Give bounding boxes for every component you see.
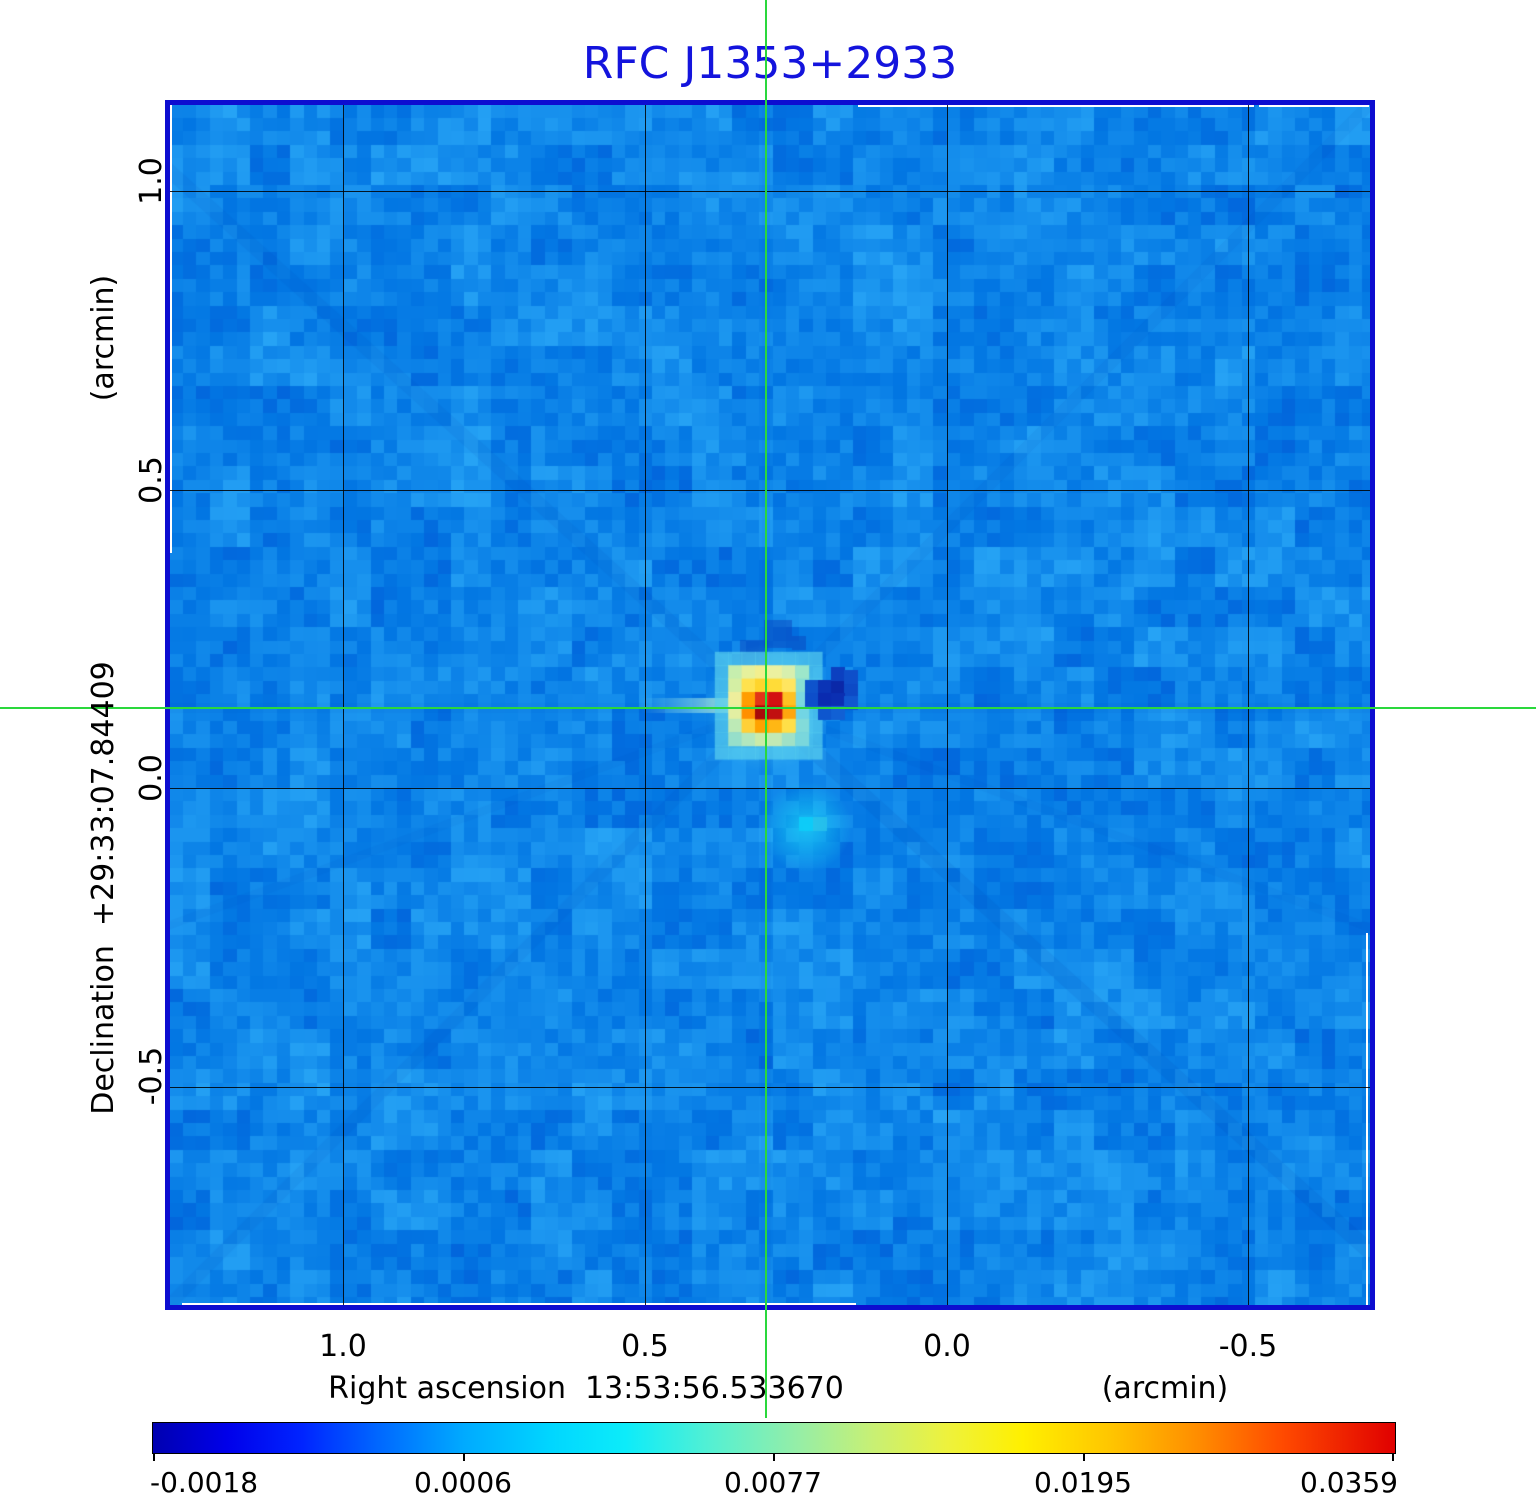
x-tick-label-1.0: 1.0	[319, 1329, 367, 1364]
y-axis-label: Declination +29:33:07.84409	[85, 661, 121, 1115]
y-tick-label-0.0: 0.0	[133, 754, 169, 802]
map-edge-artifact-left	[170, 105, 172, 553]
grid-line-ra-0.0	[947, 105, 948, 1305]
grid-line-ra--0.5	[1248, 105, 1249, 1305]
grid-line-ra-1.0	[343, 105, 344, 1305]
y-tick-label-0.5: 0.5	[133, 456, 169, 504]
x-tick-label--0.5: -0.5	[1218, 1329, 1278, 1364]
colorbar-label-4: 0.0195	[1034, 1466, 1132, 1499]
colorbar-label-3: 0.0077	[724, 1466, 822, 1499]
grid-line-dec-0.0	[170, 788, 1370, 789]
map-edge-artifact-top	[858, 105, 1254, 107]
x-axis-unit-label: (arcmin)	[1101, 1371, 1229, 1406]
y-tick-label-1.0: 1.0	[133, 157, 169, 205]
grid-line-dec-1.0	[170, 191, 1370, 192]
colorbar-tick-2	[463, 1453, 465, 1461]
colorbar-label-2: 0.0006	[414, 1466, 512, 1499]
map-edge-artifact-right	[1366, 933, 1368, 1305]
colorbar-tick-3	[773, 1453, 775, 1461]
colorbar-tick-5	[1392, 1453, 1394, 1461]
plot-title: RFC J1353+2933	[582, 38, 958, 89]
crosshair-horizontal-line	[0, 707, 1536, 709]
y-axis-unit-label: (arcmin)	[85, 274, 121, 402]
colorbar-gradient	[152, 1422, 1396, 1454]
x-tick-label-0.0: 0.0	[923, 1329, 971, 1364]
grid-line-dec--0.5	[170, 1087, 1370, 1088]
grid-line-dec-0.5	[170, 490, 1370, 491]
x-axis-label: Right ascension 13:53:56.533670	[328, 1371, 844, 1406]
colorbar-tick-4	[1083, 1453, 1085, 1461]
y-tick-label--0.5: -0.5	[133, 1046, 169, 1106]
sky-map-canvas	[170, 105, 1370, 1305]
colorbar-label-1: -0.0018	[150, 1466, 259, 1499]
x-tick-label-0.5: 0.5	[621, 1329, 669, 1364]
colorbar-tick-1	[153, 1453, 155, 1461]
colorbar-label-5: 0.0359	[1300, 1466, 1398, 1499]
map-edge-artifact-bottom	[182, 1303, 856, 1305]
map-edge-artifact-top2	[1259, 105, 1369, 107]
crosshair-vertical-line	[765, 0, 767, 1418]
grid-line-ra-0.5	[645, 105, 646, 1305]
sky-map-frame	[165, 100, 1375, 1310]
